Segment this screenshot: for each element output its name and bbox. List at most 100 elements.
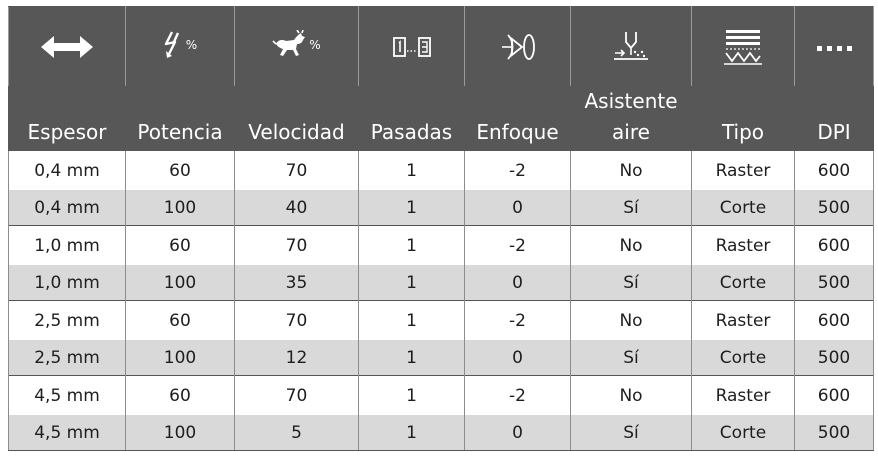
cell-enfoque: 0: [464, 415, 571, 451]
header-icon-cell-velocidad: %: [234, 6, 359, 86]
cell-dpi: 600: [794, 300, 874, 340]
column-header-pasadas: Pasadas: [358, 86, 465, 151]
cell-tipo: Raster: [691, 225, 795, 265]
cell-pasadas: 1: [358, 300, 465, 340]
table-row: 1,0 mm 60 70 1 -2 No Raster 600: [8, 225, 874, 265]
air-assist-icon: [614, 31, 648, 60]
header-icon-cell-espesor: [8, 6, 126, 86]
cell-espesor: 1,0 mm: [8, 225, 126, 265]
column-header-asistente-aire: Asistente aire: [570, 86, 692, 151]
cell-pasadas: 1: [358, 375, 465, 415]
cell-espesor: 4,5 mm: [8, 375, 126, 415]
cell-tipo: Corte: [691, 340, 795, 376]
cell-enfoque: -2: [464, 375, 571, 415]
cell-potencia: 60: [125, 375, 235, 415]
engrave-type-icon: [724, 29, 762, 65]
table-row: 0,4 mm 100 40 1 0 Sí Corte 500: [8, 190, 874, 226]
cell-dpi: 600: [794, 375, 874, 415]
cell-potencia: 60: [125, 151, 235, 190]
cell-velocidad: 12: [234, 340, 359, 376]
double-arrow-icon: [41, 35, 93, 58]
column-header-espesor: Espesor: [8, 86, 126, 151]
cell-velocidad: 70: [234, 300, 359, 340]
cell-pasadas: 1: [358, 190, 465, 226]
cell-espesor: 1,0 mm: [8, 265, 126, 301]
header-icon-cell-tipo: [691, 6, 795, 86]
cell-asistente-aire: No: [570, 225, 692, 265]
cell-tipo: Corte: [691, 265, 795, 301]
cell-enfoque: 0: [464, 340, 571, 376]
cell-potencia: 100: [125, 190, 235, 226]
table-row: 2,5 mm 100 12 1 0 Sí Corte 500: [8, 340, 874, 376]
cell-asistente-aire: Sí: [570, 415, 692, 451]
table-row: 4,5 mm 60 70 1 -2 No Raster 600: [8, 375, 874, 415]
cell-asistente-aire: No: [570, 375, 692, 415]
cell-asistente-aire: No: [570, 300, 692, 340]
table-row: 2,5 mm 60 70 1 -2 No Raster 600: [8, 300, 874, 340]
percent-symbol: %: [185, 37, 198, 52]
header-icon-cell-potencia: %: [125, 6, 235, 86]
cell-potencia: 100: [125, 265, 235, 301]
cell-espesor: 4,5 mm: [8, 415, 126, 451]
laser-settings-table: % %: [8, 6, 874, 451]
cell-espesor: 0,4 mm: [8, 151, 126, 190]
cell-asistente-aire: Sí: [570, 265, 692, 301]
cell-potencia: 60: [125, 225, 235, 265]
cell-dpi: 600: [794, 151, 874, 190]
cell-tipo: Corte: [691, 190, 795, 226]
cell-pasadas: 1: [358, 265, 465, 301]
cell-velocidad: 35: [234, 265, 359, 301]
cell-enfoque: -2: [464, 300, 571, 340]
cell-velocidad: 70: [234, 225, 359, 265]
speed-percent-icon: [272, 29, 306, 56]
settings-table-container: % %: [8, 6, 874, 451]
header-icon-cell-dpi: [794, 6, 874, 86]
table-row: 4,5 mm 100 5 1 0 Sí Corte 500: [8, 415, 874, 451]
percent-symbol: %: [309, 37, 321, 52]
cell-asistente-aire: Sí: [570, 190, 692, 226]
header-icon-row: % %: [8, 6, 874, 86]
power-percent-icon: [164, 30, 179, 58]
cell-dpi: 500: [794, 190, 874, 226]
cell-tipo: Raster: [691, 151, 795, 190]
cell-espesor: 2,5 mm: [8, 300, 126, 340]
header-icon-cell-pasadas: [358, 6, 465, 86]
cell-enfoque: 0: [464, 190, 571, 226]
column-header-tipo: Tipo: [691, 86, 795, 151]
table-row: 1,0 mm 100 35 1 0 Sí Corte 500: [8, 265, 874, 301]
cell-potencia: 100: [125, 415, 235, 451]
cell-tipo: Raster: [691, 375, 795, 415]
cell-enfoque: -2: [464, 225, 571, 265]
cell-pasadas: 1: [358, 415, 465, 451]
cell-dpi: 500: [794, 340, 874, 376]
cell-tipo: Raster: [691, 300, 795, 340]
column-header-enfoque: Enfoque: [464, 86, 571, 151]
cell-asistente-aire: Sí: [570, 340, 692, 376]
cell-pasadas: 1: [358, 225, 465, 265]
column-header-dpi: DPI: [794, 86, 874, 151]
cell-potencia: 60: [125, 300, 235, 340]
cell-velocidad: 70: [234, 375, 359, 415]
cell-enfoque: 0: [464, 265, 571, 301]
cell-enfoque: -2: [464, 151, 571, 190]
cell-potencia: 100: [125, 340, 235, 376]
cell-tipo: Corte: [691, 415, 795, 451]
header-icon-cell-asistente: [570, 6, 692, 86]
cell-velocidad: 70: [234, 151, 359, 190]
dots-icon: [817, 45, 852, 51]
cell-espesor: 2,5 mm: [8, 340, 126, 376]
cell-pasadas: 1: [358, 151, 465, 190]
cell-pasadas: 1: [358, 340, 465, 376]
table-row: 0,4 mm 60 70 1 -2 No Raster 600: [8, 151, 874, 190]
cell-espesor: 0,4 mm: [8, 190, 126, 226]
focus-lens-icon: [501, 33, 535, 60]
cell-velocidad: 5: [234, 415, 359, 451]
header-label-row: Espesor Potencia Velocidad Pasadas Enfoq…: [8, 86, 874, 151]
cell-velocidad: 40: [234, 190, 359, 226]
cell-dpi: 500: [794, 265, 874, 301]
passes-icon: [392, 36, 431, 57]
cell-asistente-aire: No: [570, 151, 692, 190]
column-header-potencia: Potencia: [125, 86, 235, 151]
cell-dpi: 500: [794, 415, 874, 451]
header-icon-cell-enfoque: [464, 6, 571, 86]
